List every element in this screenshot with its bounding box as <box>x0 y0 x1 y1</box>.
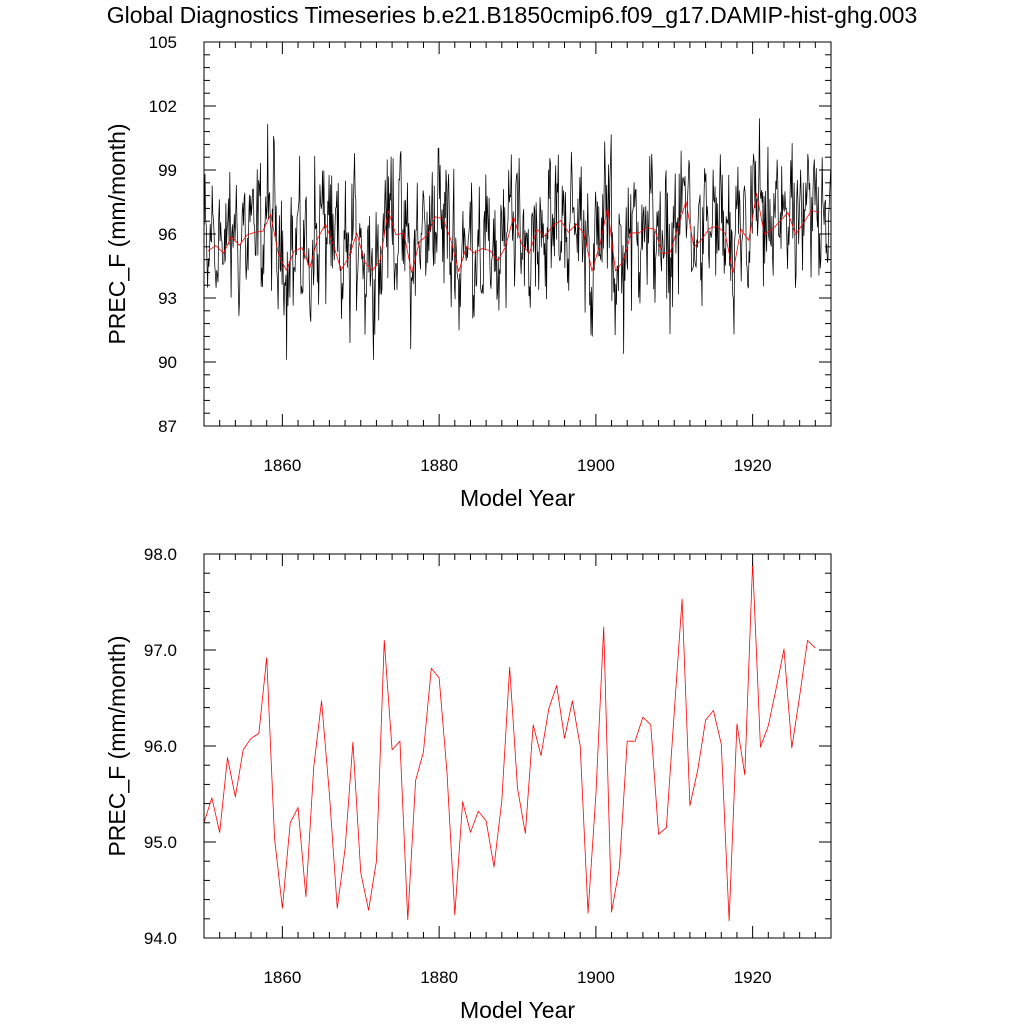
top-y-tick-label: 96 <box>158 225 177 244</box>
top-y-ticks: 87 90 93 96 99 102 105 <box>149 33 831 436</box>
bottom-x-tick-label: 1920 <box>734 968 772 987</box>
bottom-x-tick-label: 1880 <box>420 968 458 987</box>
bottom-y-tick-label: 97.0 <box>144 641 177 660</box>
top-x-tick-label: 1920 <box>734 456 772 475</box>
top-x-tick-label: 1860 <box>263 456 301 475</box>
top-series-0-line <box>203 118 832 360</box>
bottom-x-axis-label: Model Year <box>460 997 575 1023</box>
bottom-y-axis-label: PREC_F (mm/month) <box>104 635 130 856</box>
bottom-plot-frame <box>203 553 832 939</box>
top-data-lines <box>203 118 832 360</box>
top-panel: 1860 1880 1900 1920 87 90 93 96 99 102 105 Model Ye… <box>104 33 832 511</box>
top-x-ticks: 1860 1880 1900 1920 <box>203 42 832 475</box>
bottom-panel: 1860 1880 1900 1920 94.0 95.0 96.0 97.0 98.0 Mode… <box>104 545 832 1023</box>
chart-title: Global Diagnostics Timeseries b.e21.B185… <box>107 2 918 28</box>
top-series-1-line <box>207 192 820 274</box>
top-y-tick-label: 87 <box>158 417 177 436</box>
bottom-y-tick-label: 98.0 <box>144 545 177 564</box>
bottom-x-ticks: 1860 1880 1900 1920 <box>203 554 832 987</box>
top-y-tick-label: 93 <box>158 289 177 308</box>
top-x-tick-label: 1900 <box>577 456 615 475</box>
bottom-x-tick-label: 1900 <box>577 968 615 987</box>
top-y-tick-label: 102 <box>149 97 177 116</box>
bottom-series-0-line <box>203 562 816 922</box>
bottom-y-tick-label: 96.0 <box>144 737 177 756</box>
top-y-axis-label: PREC_F (mm/month) <box>104 123 130 344</box>
bottom-y-tick-label: 94.0 <box>144 929 177 948</box>
top-y-tick-label: 90 <box>158 353 177 372</box>
bottom-x-tick-label: 1860 <box>263 968 301 987</box>
top-y-tick-label: 99 <box>158 161 177 180</box>
bottom-y-tick-label: 95.0 <box>144 833 177 852</box>
bottom-y-ticks: 94.0 95.0 96.0 97.0 98.0 <box>144 545 831 948</box>
top-x-tick-label: 1880 <box>420 456 458 475</box>
bottom-data-lines <box>203 562 816 922</box>
top-x-axis-label: Model Year <box>460 485 575 511</box>
top-y-tick-label: 105 <box>149 33 177 52</box>
